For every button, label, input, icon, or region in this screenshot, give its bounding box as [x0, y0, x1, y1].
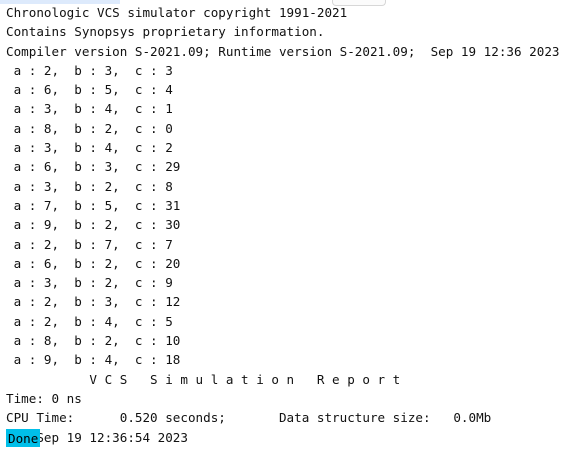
top-right-tab[interactable] [332, 0, 386, 6]
terminal-output: Chronologic VCS simulator copyright 1991… [6, 3, 574, 448]
console-line: a : 7, b : 5, c : 31 [6, 197, 181, 213]
console-line: a : 3, b : 4, c : 2 [6, 140, 173, 156]
console-line: a : 6, b : 2, c : 20 [6, 255, 181, 271]
console-line: a : 8, b : 2, c : 10 [6, 333, 181, 349]
console-line: a : 2, b : 3, c : 12 [6, 294, 181, 310]
console-line: a : 8, b : 2, c : 0 [6, 120, 173, 136]
console-line: V C S S i m u l a t i o n R e p o r t [6, 371, 401, 387]
status-bar: Done [6, 429, 41, 447]
console-line: a : 6, b : 3, c : 29 [6, 159, 181, 175]
console-line: a : 9, b : 2, c : 30 [6, 217, 181, 233]
console-line: CPU Time: 0.520 seconds; Data structure … [6, 410, 492, 426]
console-line: Tue Sep 19 12:36:54 2023 [6, 429, 188, 445]
console-line: a : 3, b : 2, c : 9 [6, 275, 173, 291]
console-line: Compiler version S-2021.09; Runtime vers… [6, 43, 560, 59]
console-line: Chronologic VCS simulator copyright 1991… [6, 5, 348, 20]
console-line: a : 9, b : 4, c : 18 [6, 352, 181, 368]
console-line: Contains Synopsys proprietary informatio… [6, 24, 325, 40]
console-line: a : 2, b : 7, c : 7 [6, 236, 173, 252]
console-line: Time: 0 ns [6, 390, 82, 406]
console-line: a : 3, b : 2, c : 8 [6, 178, 173, 194]
console-line: a : 2, b : 3, c : 3 [6, 62, 173, 78]
console-line: a : 3, b : 4, c : 1 [6, 101, 173, 117]
console-line: a : 2, b : 4, c : 5 [6, 313, 173, 329]
done-status-label: Done [6, 429, 41, 447]
top-left-strip [0, 0, 120, 4]
console-line: a : 6, b : 5, c : 4 [6, 82, 173, 98]
